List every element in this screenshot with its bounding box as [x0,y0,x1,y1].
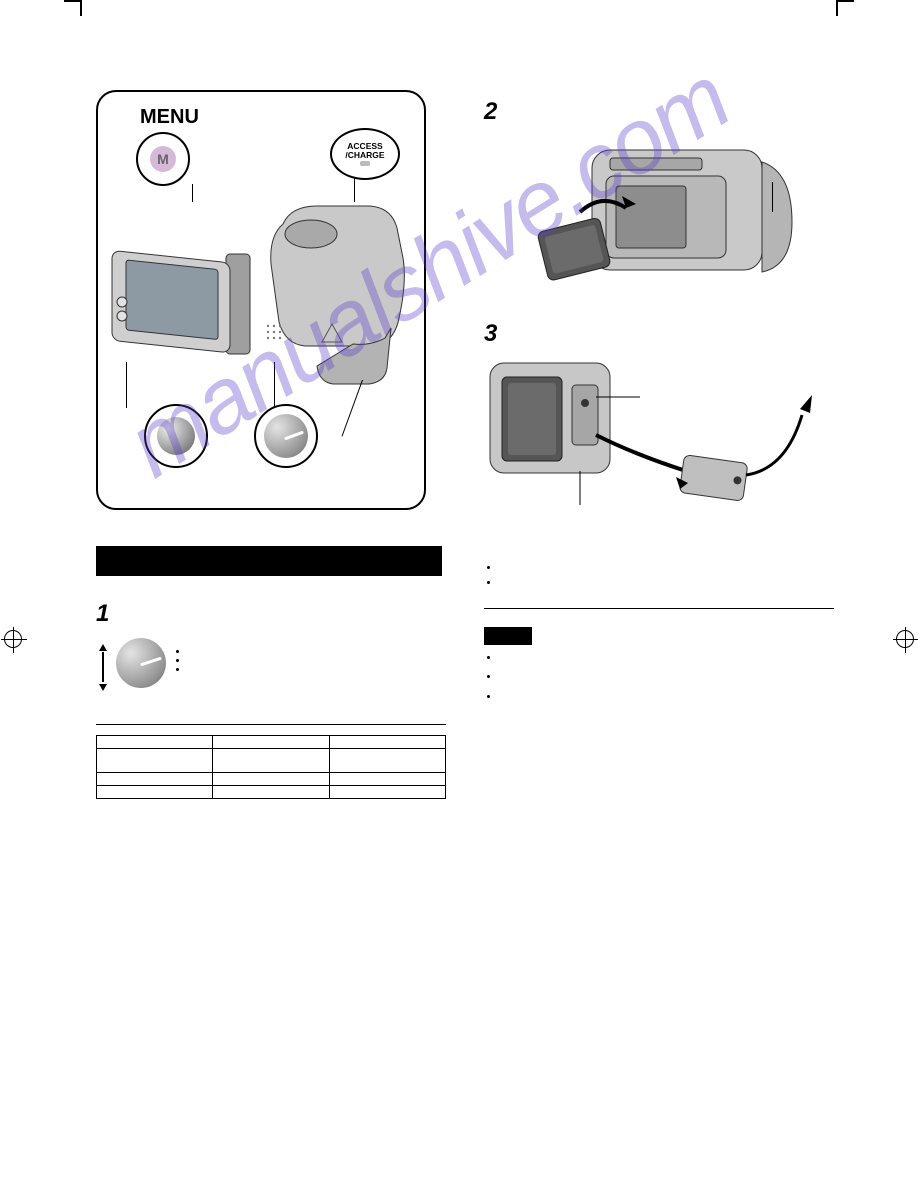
controls-diagram: MENU M ACCESS /CHARGE [96,90,426,510]
list-item [500,690,834,706]
table-cell [213,749,329,773]
ac-adapter-illustration [484,355,834,555]
step-2: 2 [484,96,834,128]
content-area: MENU M ACCESS /CHARGE [96,90,834,1120]
spec-table [96,735,446,799]
crop-mark [836,0,838,16]
mode-dial-icon [116,638,166,688]
table-cell [97,786,213,799]
section-heading-bar [96,546,442,576]
callout-menu-button: M [136,132,190,186]
m-button-icon: M [150,146,176,172]
leader-line [772,182,773,212]
dial-icon [264,414,308,458]
table-cell [97,773,213,786]
callout-mode-dial [254,404,318,468]
divider [484,608,834,609]
charge-notes [500,561,834,592]
table-header [213,736,329,749]
note-list [484,651,834,706]
page: manualshive.com MENU M ACCESS /CHARGE [0,0,918,1188]
crop-mark [80,0,82,16]
step-number: 2 [484,98,497,125]
table-header [329,736,445,749]
column-left: MENU M ACCESS /CHARGE [96,90,446,799]
table-cell [329,773,445,786]
callout-access-charge: ACCESS /CHARGE [330,128,400,180]
list-item [500,651,834,667]
camcorder-illustration [108,194,418,394]
battery-attach-illustration [484,136,834,296]
leader-line [126,362,127,408]
charge-label: /CHARGE [345,151,384,160]
table-cell [329,749,445,773]
callout-joystick [144,404,208,468]
registration-mark [896,630,914,648]
table-header [97,736,213,749]
step-3: 3 [484,318,834,350]
joystick-icon [157,417,195,455]
menu-label: MENU [140,106,199,129]
adapter-svg [484,355,834,555]
list-item [500,561,834,577]
battery-svg [484,136,834,296]
dial-dots-icon [176,644,182,682]
step-number: 3 [484,320,497,347]
crop-mark [838,0,854,2]
rotate-arrow-icon [96,644,106,684]
step-number: 1 [96,600,109,627]
list-item [500,670,834,686]
column-right: 2 [484,90,834,705]
divider [96,724,446,725]
table-cell [213,773,329,786]
table-cell [213,786,329,799]
crop-mark [64,0,80,2]
step-1: 1 [96,600,446,708]
led-icon [360,161,370,166]
registration-mark [4,630,22,648]
camcorder-svg [108,194,418,394]
list-item [500,576,834,592]
table-cell [97,749,213,773]
leader-line [274,362,275,408]
note-heading-bar [484,627,532,645]
table-cell [329,786,445,799]
